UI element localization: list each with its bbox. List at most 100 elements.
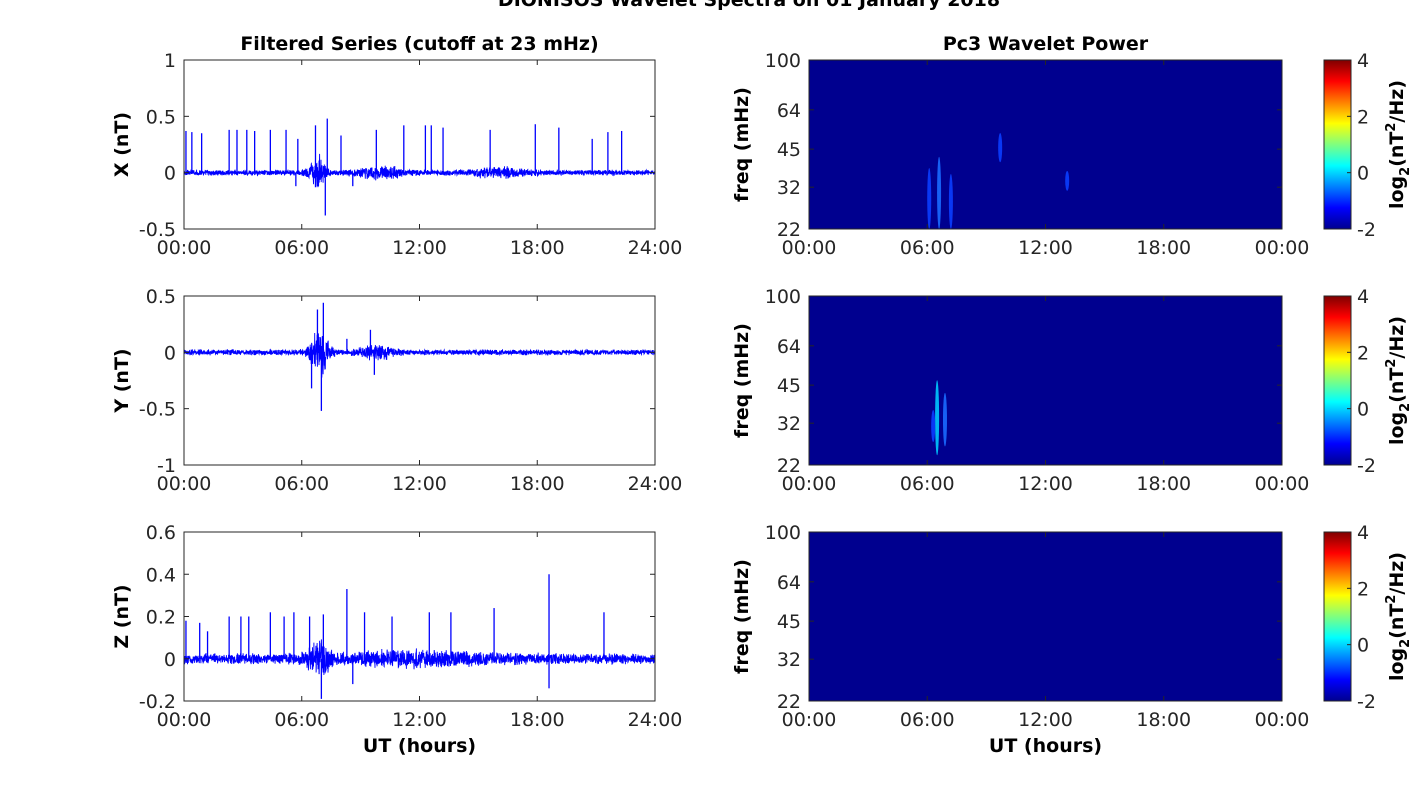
ytick-label: -0.2 (139, 691, 176, 713)
colorbar-label-part: /Hz) (1386, 80, 1408, 123)
ytick-label: 32 (777, 649, 801, 671)
figure-suptitle: DIONISOS Wavelet Spectra on 01 January 2… (498, 0, 1000, 11)
xtick-label: 24:00 (628, 709, 683, 731)
ytick-label: 0.6 (146, 522, 176, 544)
ytick-label: 22 (777, 455, 801, 477)
colorbar-tick-label: 2 (1357, 578, 1369, 600)
xtick-label: 00:00 (782, 237, 837, 259)
colorbar-tick-label: 0 (1357, 163, 1369, 185)
colorbar-tick-label: 4 (1357, 522, 1369, 544)
colorbar-tick-label: 2 (1357, 342, 1369, 364)
colorbar-label-part: /Hz) (1386, 316, 1408, 359)
xtick-label: 12:00 (392, 709, 447, 731)
colorbar-label-part: (nT (1386, 604, 1408, 639)
ytick-label: 0 (164, 649, 176, 671)
xtick-label: 12:00 (1018, 473, 1073, 495)
ytick-label: 0 (164, 163, 176, 185)
ytick-label: 45 (777, 139, 801, 161)
panel-wavelet-y: 00:00 06:00 12:00 18:00 00:0022324564100freq… (731, 286, 1413, 495)
colorbar-gradient (1324, 532, 1351, 701)
panel-wavelet-x: 00:00 06:00 12:00 18:00 00:0022324564100Pc3 … (731, 33, 1413, 259)
ytick-label: -1 (157, 455, 176, 477)
xtick-label: 00:00 (782, 709, 837, 731)
xtick-label: 24:00 (628, 473, 683, 495)
colorbar-label-part: 2 (1398, 167, 1413, 176)
heatmap-background (809, 532, 1282, 701)
ytick-label: 1 (164, 50, 176, 72)
ytick-label: 64 (777, 572, 801, 594)
y-axis-label: freq (mHz) (731, 559, 753, 674)
colorbar-label-part: 2 (1384, 123, 1399, 132)
colorbar-label-part: log (1386, 648, 1408, 681)
axes-frame (183, 295, 656, 466)
colorbar-label-part: 2 (1398, 403, 1413, 412)
ytick-label: 45 (777, 611, 801, 633)
series-line (184, 153, 655, 188)
ytick-label: 22 (777, 219, 801, 241)
y-axis-label: X (nT) (111, 112, 133, 177)
colorbar-label-part: 2 (1398, 639, 1413, 648)
xtick-label: 06:00 (274, 237, 329, 259)
ytick-label: 32 (777, 177, 801, 199)
power-feature-1 (937, 156, 942, 229)
y-axis-label: Z (nT) (111, 584, 133, 648)
ytick-label: -0.5 (139, 219, 176, 241)
power-feature-2 (931, 410, 936, 443)
xtick-label: 18:00 (510, 237, 565, 259)
panel-filtered-z: 00:00 06:00 12:00 18:00 24:00 -0.2 0 0.2 0.4 0.6 Z… (111, 522, 682, 757)
colorbar-tick-label: -2 (1357, 219, 1376, 241)
xtick-label: 00:00 (157, 237, 212, 259)
xtick-label: 00:00 (1255, 709, 1310, 731)
xtick-label: 06:00 (274, 709, 329, 731)
colorbar-label-part: log (1386, 176, 1408, 209)
ytick-label: 0.5 (146, 106, 176, 128)
ytick-label: 64 (777, 100, 801, 122)
colorbar-frame (1323, 59, 1352, 230)
xtick-label: 00:00 (1255, 237, 1310, 259)
ytick-label: 100 (765, 50, 801, 72)
series-line (184, 639, 655, 676)
axes-frame (183, 531, 656, 702)
colorbar-gradient (1324, 60, 1351, 229)
panel-wavelet-z: 00:00 06:00 12:00 18:00 00:0022324564100freq… (731, 522, 1413, 757)
colorbar-label-part: (nT (1386, 368, 1408, 403)
xtick-label: 06:00 (900, 237, 955, 259)
colorbar-tick-label: -2 (1357, 455, 1376, 477)
series-line (184, 332, 655, 378)
xtick-label: 18:00 (510, 473, 565, 495)
x-axis-label: UT (hours) (989, 735, 1102, 757)
colorbar-tick-label: 4 (1357, 50, 1369, 72)
colorbar-tick-label: 0 (1357, 399, 1369, 421)
xtick-label: 18:00 (1136, 709, 1191, 731)
xtick-label: 00:00 (782, 473, 837, 495)
xtick-label: 12:00 (392, 237, 447, 259)
y-axis-label: freq (mHz) (731, 323, 753, 438)
panel-title: Filtered Series (cutoff at 23 mHz) (240, 33, 598, 55)
ytick-label: 22 (777, 691, 801, 713)
ytick-label: 0.4 (146, 564, 176, 586)
colorbar-tick-label: 2 (1357, 106, 1369, 128)
power-feature-3 (998, 132, 1003, 163)
colorbar-tick-label: 4 (1357, 286, 1369, 308)
xtick-label: 00:00 (1255, 473, 1310, 495)
colorbar-label-part: log (1386, 412, 1408, 445)
xtick-label: 12:00 (1018, 709, 1073, 731)
colorbar-label: log2(nT2/Hz) (1384, 552, 1413, 681)
xtick-label: 06:00 (900, 709, 955, 731)
ytick-label: 32 (777, 413, 801, 435)
power-feature-2 (948, 174, 953, 229)
colorbar-gradient (1324, 296, 1351, 465)
ytick-label: 0 (164, 342, 176, 364)
ytick-label: 0.5 (146, 286, 176, 308)
colorbar-tick-label: 0 (1357, 635, 1369, 657)
power-feature-4 (1065, 170, 1070, 191)
x-axis-label: UT (hours) (363, 735, 476, 757)
xtick-label: 18:00 (510, 709, 565, 731)
colorbar-frame (1323, 295, 1352, 466)
power-feature-1 (942, 392, 947, 447)
xtick-label: 00:00 (157, 709, 212, 731)
